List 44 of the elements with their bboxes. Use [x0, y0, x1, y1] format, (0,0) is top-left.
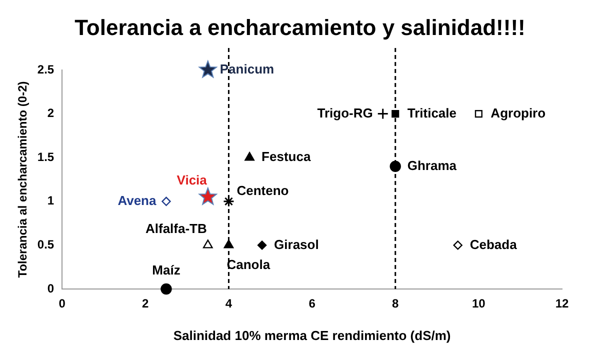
point [390, 160, 401, 172]
point [453, 240, 462, 250]
series-label: Canola [226, 256, 271, 272]
x-tick-label: 0 [58, 296, 66, 311]
point [474, 110, 482, 118]
series-label: Avena [118, 192, 157, 208]
x-tick-label: 12 [555, 296, 569, 311]
x-tick-label: 10 [472, 296, 486, 311]
y-tick-label: 2 [47, 106, 54, 120]
chart-title: Tolerancia a encharcamiento y salinidad!!!! [74, 14, 526, 42]
point [160, 283, 172, 295]
point [377, 108, 389, 120]
y-tick-label: 0.5 [37, 238, 54, 252]
series-label: Triticale [407, 105, 456, 120]
y-tick-label: 0 [47, 281, 54, 296]
point [202, 240, 213, 248]
x-tick-label: 2 [142, 296, 150, 311]
y-axis-title: Tolerancia al encharcamiento (0-2) [16, 81, 30, 278]
series-label: Ghrama [407, 158, 458, 173]
series-label: Girasol [274, 236, 319, 252]
point [244, 152, 254, 161]
y-tick-label: 1 [47, 194, 54, 208]
point [224, 240, 234, 248]
point [222, 196, 234, 208]
y-tick-label: 2.5 [37, 62, 54, 76]
point [162, 196, 171, 206]
series-label: Agropiro [490, 105, 546, 120]
series-label: Alfalfa-TB [146, 220, 207, 236]
x-axis-title: Salinidad 10% merma CE rendimiento (dS/m) [173, 328, 451, 343]
series-label: Centeno [236, 182, 289, 198]
y-tick-label: 1.5 [37, 150, 54, 164]
series-label: Cebada [470, 236, 518, 252]
point [392, 110, 400, 118]
x-tick-label: 4 [225, 296, 232, 311]
series-label: Festuca [262, 149, 312, 164]
point [198, 60, 217, 78]
x-tick-label: 8 [392, 296, 400, 311]
point [257, 240, 267, 250]
x-tick-label: 6 [308, 296, 316, 311]
series-label: Vicia [176, 172, 208, 188]
series-label: Panicum [220, 62, 274, 77]
series-label: Maíz [152, 262, 181, 278]
series-label: Trigo-RG [317, 105, 373, 120]
point [198, 188, 217, 205]
